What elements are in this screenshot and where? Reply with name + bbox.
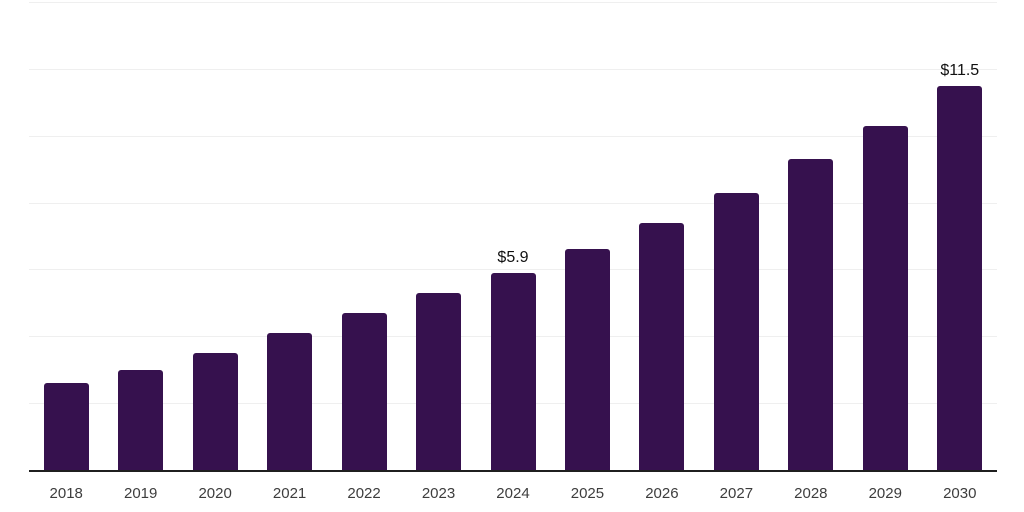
x-tick-label-2021: 2021 [272, 485, 307, 502]
bar-2025 [564, 249, 610, 470]
x-tick-label-2025: 2025 [570, 485, 605, 502]
x-tick-label-2027: 2027 [719, 485, 754, 502]
bar-2024 [490, 272, 536, 470]
gridline-y-10 [29, 135, 997, 137]
gridline-y-6 [29, 269, 997, 271]
x-tick-label-2022: 2022 [347, 485, 381, 502]
x-tick-label-2023: 2023 [421, 485, 456, 502]
x-tick-label-2030: 2030 [943, 485, 977, 502]
value-label-2024: $5.9 [497, 248, 529, 266]
bar-2018 [43, 383, 89, 470]
x-tick-label-2026: 2026 [645, 485, 679, 502]
gridline-y-14 [29, 2, 997, 3]
x-tick-label-2018: 2018 [49, 485, 83, 502]
plot-area: 2018 2019 2020 2021 2022 2023 $5.9 2024 2025 2026… [29, 2, 997, 502]
bar-2019 [118, 369, 164, 470]
bar-2020 [192, 353, 238, 470]
bar-2030 [937, 85, 983, 470]
bar-2027 [713, 192, 759, 470]
gridline-y-12 [29, 68, 997, 70]
x-axis-line [29, 470, 997, 472]
x-tick-label-2019: 2019 [123, 485, 158, 502]
gridline-y-8 [29, 202, 997, 204]
x-tick-label-2028: 2028 [794, 485, 828, 502]
bar-2028 [788, 159, 834, 470]
bar-2022 [341, 312, 387, 470]
x-tick-label-2024: 2024 [496, 485, 530, 502]
value-label-2030: $11.5 [940, 61, 980, 79]
bar-2026 [639, 222, 685, 470]
bar-2023 [416, 292, 462, 470]
bar-2021 [267, 332, 313, 470]
x-tick-label-2020: 2020 [198, 485, 232, 502]
bar-2029 [862, 125, 908, 470]
x-tick-label-2029: 2029 [868, 485, 902, 502]
